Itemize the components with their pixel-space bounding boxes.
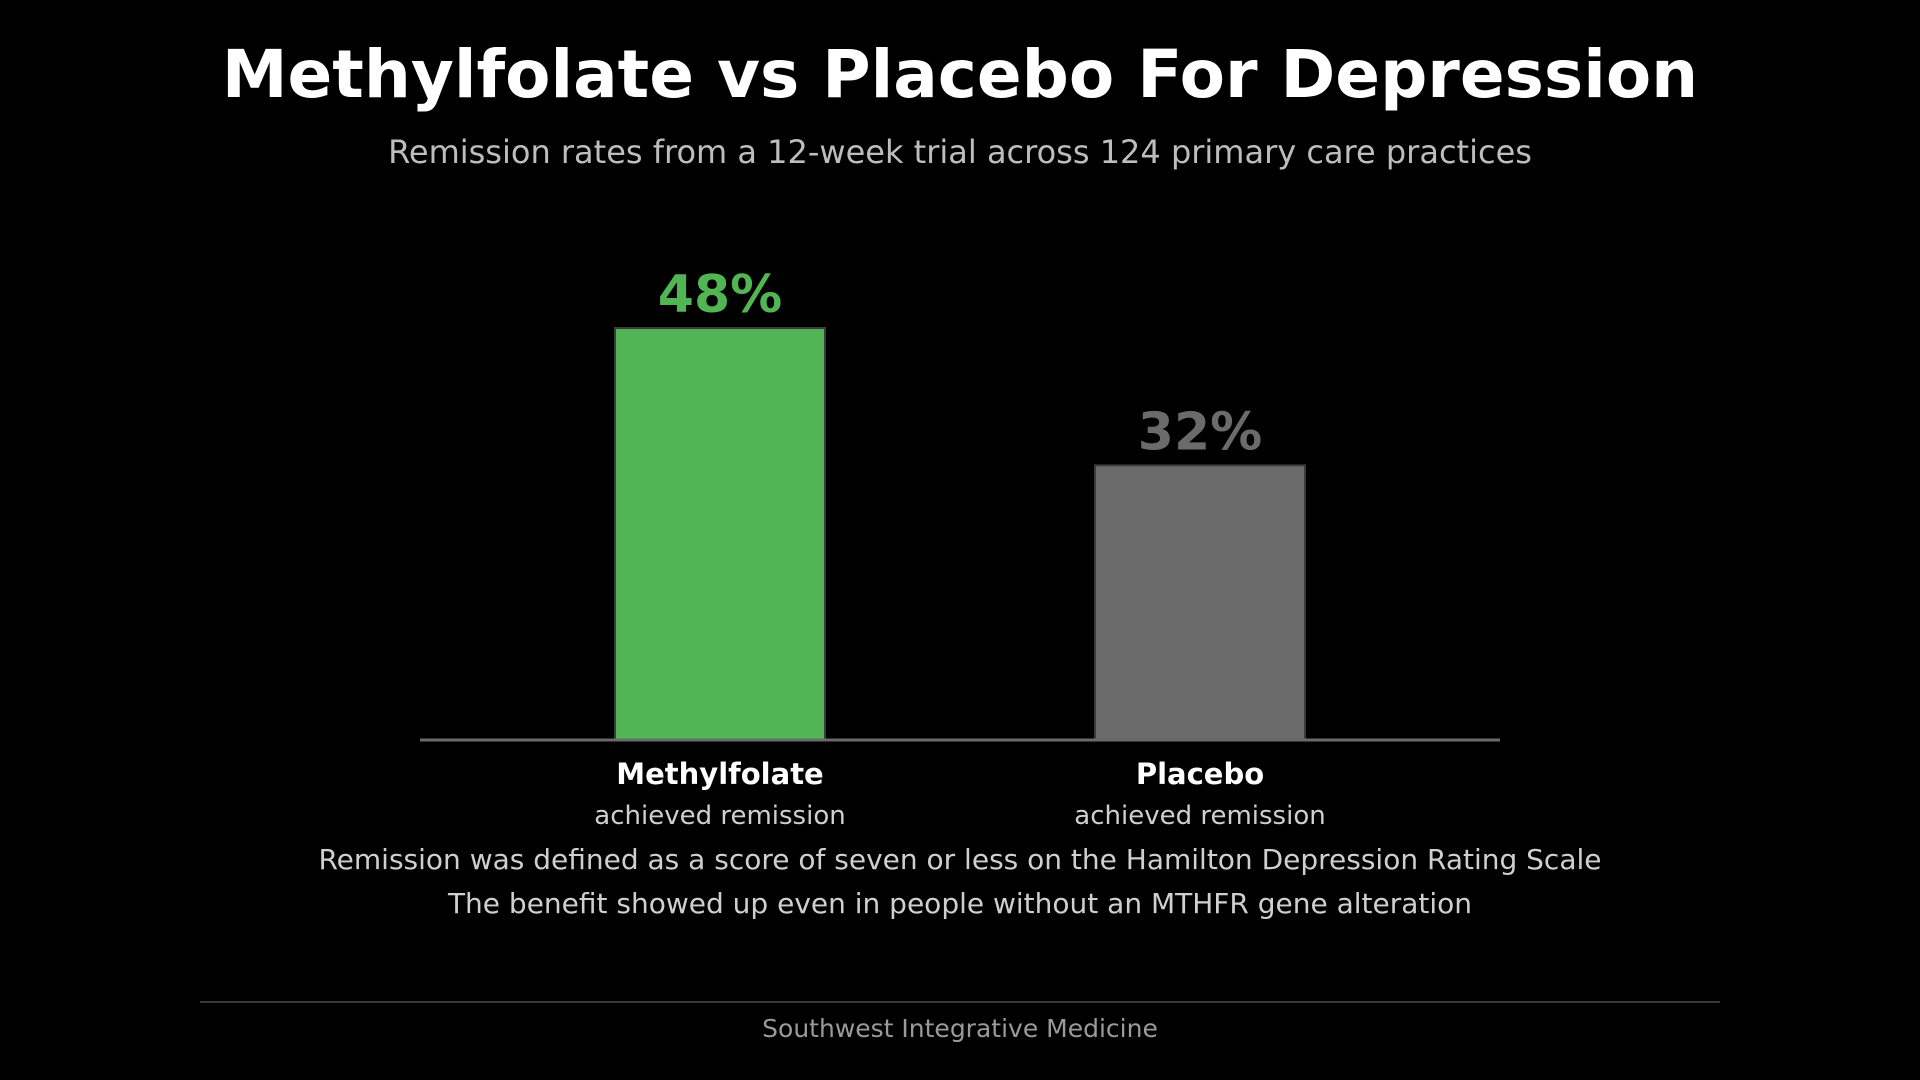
chart-title: Methylfolate vs Placebo For Depression: [221, 36, 1699, 113]
category-sublabel-methylfolate: achieved remission: [594, 801, 846, 831]
category-label-placebo: Placebo: [1135, 757, 1265, 791]
footer-divider: [200, 1001, 1720, 1003]
category-sublabel-placebo: achieved remission: [1074, 801, 1326, 831]
value-label-placebo: 32%: [1138, 402, 1262, 462]
chart-subtitle: Remission rates from a 12-week trial acr…: [388, 133, 1532, 171]
bars-layer: 48% 32%: [614, 265, 1306, 741]
bar-methylfolate: [614, 327, 826, 741]
category-label-methylfolate: Methylfolate: [616, 757, 824, 791]
bar-placebo: [1094, 464, 1306, 741]
footer-source: Southwest Integrative Medicine: [762, 1014, 1158, 1043]
mthfr-note: The benefit showed up even in people wit…: [447, 887, 1473, 920]
value-label-methylfolate: 48%: [658, 265, 782, 325]
definition-note: Remission was defined as a score of seve…: [318, 843, 1602, 876]
